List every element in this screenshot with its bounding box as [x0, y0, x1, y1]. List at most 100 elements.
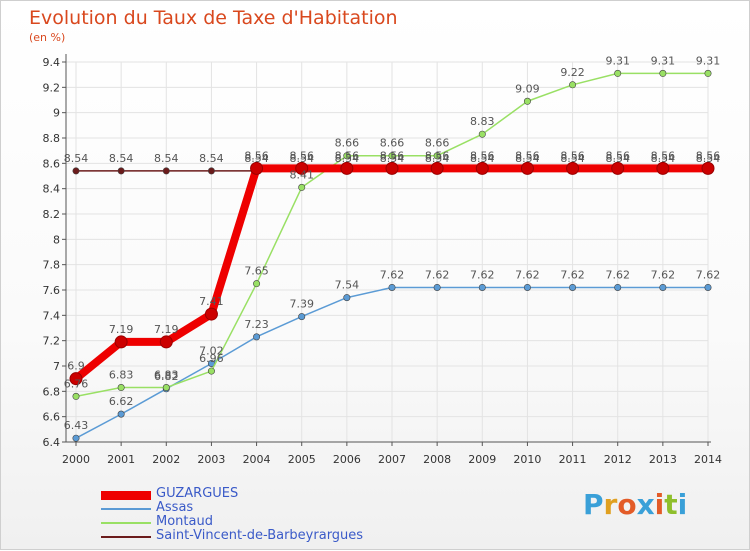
data-label-assas: 7.62 — [651, 268, 676, 281]
data-label-assas: 7.62 — [696, 268, 721, 281]
data-point-assas — [478, 283, 486, 291]
legend-item-assas[interactable]: Assas — [101, 500, 421, 517]
y-tick-label: 9.2 — [43, 81, 61, 94]
x-tick-label: 2013 — [649, 453, 677, 466]
x-tick-label: 2008 — [423, 453, 451, 466]
axis-layer: 6.4 6.6 6.8 7 7.2 7.4 7.6 7.8 8 8.2 8.4 8.6 8.8 9 9.2 9… — [43, 54, 722, 466]
data-point-guzargues — [159, 335, 173, 349]
data-label-saint-vincent-de-barbeyrargues: 8.54 — [560, 152, 585, 165]
data-label-guzargues: 7.19 — [109, 323, 134, 336]
data-point-guzargues — [656, 161, 670, 175]
legend-item-guzargues[interactable]: GUZARGUES — [101, 486, 421, 503]
legend-item-montaud[interactable]: Montaud — [101, 514, 421, 531]
data-point-guzargues — [430, 161, 444, 175]
data-label-montaud: 9.31 — [696, 54, 721, 67]
x-tick-label: 2009 — [468, 453, 496, 466]
data-label-guzargues: 8.56 — [380, 149, 405, 162]
data-label-saint-vincent-de-barbeyrargues: 8.54 — [335, 152, 360, 165]
legend-label-assas: Assas — [156, 500, 194, 515]
grid-layer — [66, 61, 709, 443]
data-label-montaud: 8.66 — [380, 137, 405, 150]
y-tick-label: 8 — [53, 233, 60, 246]
y-tick-label: 7.2 — [43, 335, 61, 348]
data-point-guzargues — [295, 161, 309, 175]
data-label-saint-vincent-de-barbeyrargues: 8.54 — [425, 152, 450, 165]
data-point-montaud — [704, 69, 712, 77]
legend-label-saint-vincent: Saint-Vincent-de-Barbeyrargues — [156, 528, 364, 543]
x-tick-label: 2011 — [559, 453, 587, 466]
data-label-guzargues: 8.56 — [605, 149, 630, 162]
data-label-guzargues: 7.19 — [154, 323, 179, 336]
data-point-guzargues — [701, 161, 715, 175]
data-label-montaud: 6.96 — [199, 352, 224, 365]
data-label-assas: 7.62 — [425, 268, 450, 281]
data-point-guzargues — [250, 161, 264, 175]
data-point-assas — [253, 333, 261, 341]
data-point-guzargues — [520, 161, 534, 175]
data-label-assas: 7.62 — [380, 268, 405, 281]
data-label-saint-vincent-de-barbeyrargues: 8.54 — [244, 152, 269, 165]
data-label-guzargues: 7.41 — [199, 295, 224, 308]
data-point-saint-vincent-de-barbeyrargues — [207, 167, 215, 175]
x-tick-label: 2005 — [288, 453, 316, 466]
data-label-montaud: 9.22 — [560, 66, 585, 79]
data-label-guzargues: 8.56 — [289, 149, 314, 162]
data-label-guzargues: 8.56 — [515, 149, 540, 162]
y-tick-label: 7.6 — [43, 284, 61, 297]
data-point-montaud — [207, 367, 215, 375]
data-point-montaud — [433, 152, 441, 160]
y-tick-label: 7 — [53, 360, 60, 373]
data-label-guzargues: 8.56 — [651, 149, 676, 162]
data-point-montaud — [117, 384, 125, 392]
data-point-guzargues — [475, 161, 489, 175]
data-label-guzargues: 6.9 — [67, 360, 85, 373]
proxiti-logo: Proxiti — [583, 488, 687, 521]
legend-swatch-montaud — [101, 522, 151, 524]
chart-title: Evolution du Taux de Taxe d'Habitation — [29, 7, 398, 29]
y-tick-label: 9.4 — [43, 56, 61, 69]
data-point-guzargues — [204, 307, 218, 321]
data-label-assas: 6.62 — [109, 395, 134, 408]
y-tick-label: 7.8 — [43, 259, 61, 272]
y-tick-label: 8.4 — [43, 183, 61, 196]
data-point-guzargues — [114, 335, 128, 349]
y-tick-label: 6.6 — [43, 411, 61, 424]
logo-letter: P — [583, 488, 604, 521]
data-point-assas — [704, 283, 712, 291]
data-label-montaud: 6.83 — [109, 369, 134, 382]
x-tick-label: 2012 — [604, 453, 632, 466]
data-label-saint-vincent-de-barbeyrargues: 8.54 — [605, 152, 630, 165]
x-tick-label: 2006 — [333, 453, 361, 466]
data-point-montaud — [298, 183, 306, 191]
legend-item-saint-vincent[interactable]: Saint-Vincent-de-Barbeyrargues — [101, 528, 421, 545]
y-tick-label: 7.4 — [43, 309, 61, 322]
data-label-guzargues: 8.56 — [470, 149, 495, 162]
data-point-guzargues — [385, 161, 399, 175]
data-label-assas: 6.43 — [64, 419, 89, 432]
y-tick-label: 6.4 — [43, 436, 61, 449]
data-point-assas — [343, 294, 351, 302]
data-label-saint-vincent-de-barbeyrargues: 8.54 — [199, 152, 224, 165]
x-tick-label: 2014 — [694, 453, 722, 466]
data-label-guzargues: 8.56 — [696, 149, 721, 162]
logo-letter: o — [617, 488, 637, 521]
x-tick-label: 2007 — [378, 453, 406, 466]
x-tick-label: 2004 — [243, 453, 271, 466]
data-label-assas: 7.02 — [199, 344, 224, 357]
data-label-assas: 7.39 — [289, 298, 314, 311]
data-point-assas — [659, 283, 667, 291]
data-label-guzargues: 8.56 — [244, 149, 269, 162]
data-point-assas — [388, 283, 396, 291]
data-point-assas — [614, 283, 622, 291]
data-label-saint-vincent-de-barbeyrargues: 8.54 — [109, 152, 134, 165]
data-label-saint-vincent-de-barbeyrargues: 8.54 — [470, 152, 495, 165]
y-tick-label: 8.2 — [43, 208, 61, 221]
chart-subtitle: (en %) — [29, 31, 66, 44]
data-label-guzargues: 8.56 — [425, 149, 450, 162]
data-label-saint-vincent-de-barbeyrargues: 8.54 — [515, 152, 540, 165]
data-label-layer: 8.54 8.54 8.54 8.54 8.54 8.54 8.54 8.54 8.54 8.54… — [64, 54, 721, 432]
data-label-saint-vincent-de-barbeyrargues: 8.54 — [696, 152, 721, 165]
data-point-montaud — [72, 392, 80, 400]
